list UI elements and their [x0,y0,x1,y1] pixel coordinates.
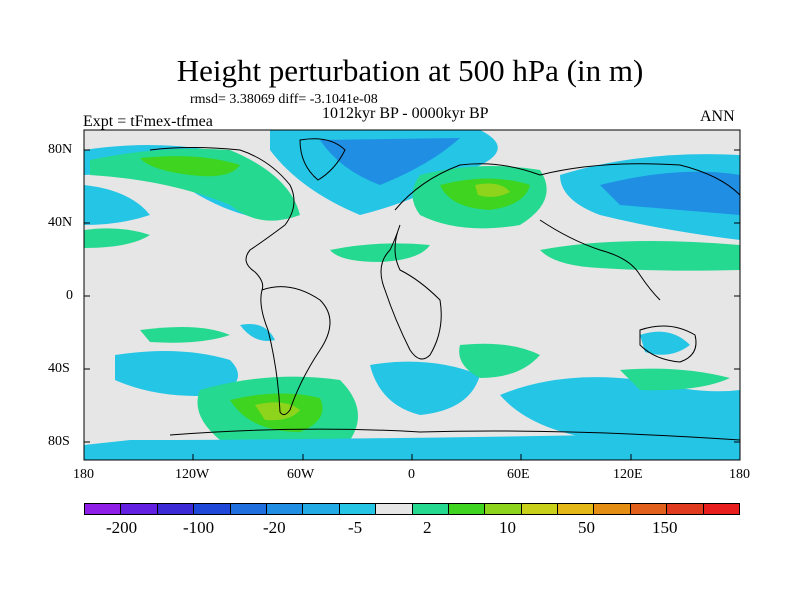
contour-pos-south-africa [459,343,540,378]
colorbar-label: -20 [263,518,286,537]
period-label: 1012kyr BP - 0000kyr BP [322,105,489,122]
contour-pos-southern-ocean [84,435,740,460]
contour-neg-south-pacific [115,351,238,396]
contour-neg-west-pacific [84,185,150,225]
contour-pos-north-america [90,148,300,221]
colorbar-swatch [194,504,231,514]
contour-neg-australia [640,331,690,355]
rmsd-stats: rmsd= 3.38069 diff= -3.1041e-08 [190,92,378,107]
colorbar-swatch [85,504,122,514]
contour-neg-south-atlantic [370,361,480,415]
colorbar-swatch [412,504,449,514]
lat-label: 0 [66,288,73,303]
colorbar-swatch [376,504,413,514]
coast-europe-africa [380,163,541,360]
map-title: Height perturbation at 500 hPa (in m) [176,53,644,88]
lon-label: 60W [287,467,315,482]
contour-pos-west-atlantic [84,228,150,248]
contour-pos-asia-band [540,241,740,271]
coast-north-america [149,147,295,291]
colorbar-label: -5 [348,518,363,537]
lat-label: 80N [48,142,73,157]
experiment-label: Expt = tFmex-tfmea [83,113,213,130]
lon-label: 120E [613,467,643,482]
colorbar-swatch [448,504,486,514]
colorbar-swatch [703,504,740,514]
lon-label: 180 [73,467,94,482]
colorbar-swatch [630,504,668,514]
lat-label: 40S [48,361,70,376]
lon-label: 120W [175,467,210,482]
colorbar-label: 50 [578,518,595,537]
contour-pos-north-america-core [140,156,240,177]
contour-neg-asia-core [600,171,740,215]
colorbar-label: 10 [499,518,516,537]
colorbar-swatch [521,504,559,514]
colorbar-swatch [594,504,631,514]
contour-neg-indian [500,377,740,447]
season-label: ANN [700,108,735,125]
lat-label: 80S [48,434,70,449]
colorbar-swatch [230,504,267,514]
colorbar-swatch [558,504,595,514]
coast-antarctica [169,428,740,441]
colorbar [84,503,740,515]
colorbar-swatch [303,504,340,514]
colorbar-label: -200 [106,518,138,537]
colorbar-swatch [266,504,304,514]
lon-label: 180 [729,467,750,482]
colorbar-swatch [121,504,158,514]
coast-australia [639,325,697,363]
colorbar-label: -100 [183,518,215,537]
contour-pos-pacific-south [140,326,230,343]
coast-greenland [299,138,346,181]
contour-pos-europe-max [475,183,510,197]
colorbar-swatch [339,504,377,514]
coast-asia [539,163,740,301]
colorbar-label: 150 [652,518,678,537]
colorbar-swatch [157,504,195,514]
contour-pos-atlantic [330,243,430,262]
contour-neg-arctic-core [320,138,460,185]
contour-neg-east-pacific [240,324,275,341]
lon-label: 0 [408,467,415,482]
lat-label: 40N [48,215,73,230]
lon-label: 60E [507,467,530,482]
coast-south-america [260,286,331,416]
contour-pos-south-america-max [255,402,300,421]
colorbar-swatch [485,504,522,514]
contour-pos-australia [620,368,730,391]
colorbar-label: 2 [423,518,432,537]
colorbar-swatch [667,504,704,514]
